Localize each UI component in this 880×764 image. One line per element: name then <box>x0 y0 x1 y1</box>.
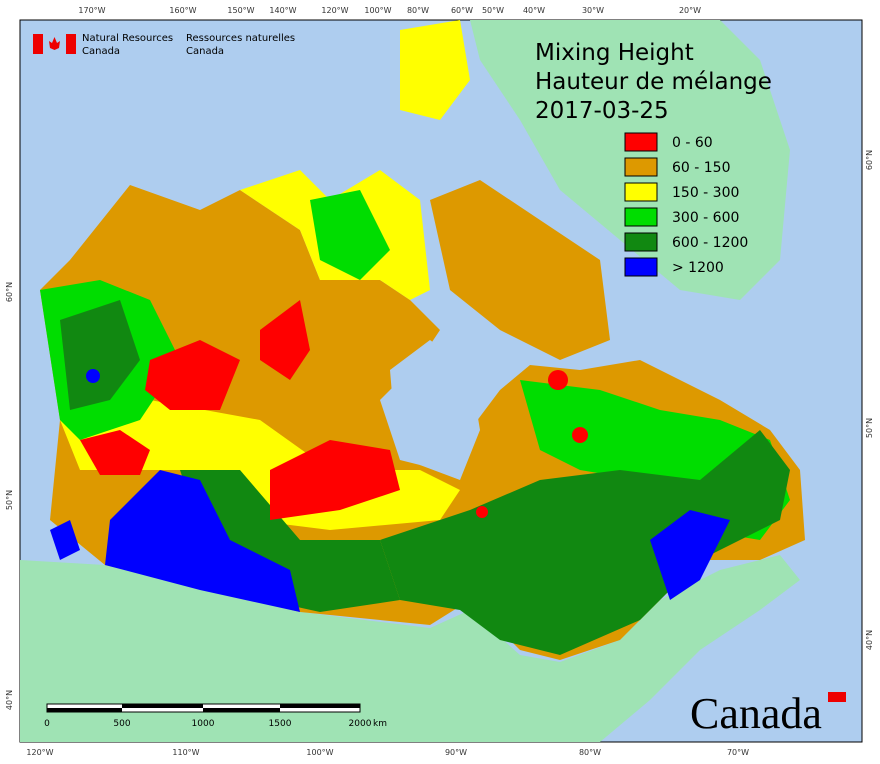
flag-bar <box>33 34 43 54</box>
agency-fr: Canada <box>186 46 224 57</box>
legend-label: 150 - 300 <box>672 185 739 201</box>
graticule-label: 110°W <box>172 748 199 757</box>
scale-segment <box>203 708 280 712</box>
graticule-label: 30°W <box>582 6 604 15</box>
graticule-label: 60°W <box>451 6 473 15</box>
graticule-label: 100°W <box>364 6 391 15</box>
graticule-label: 120°W <box>321 6 348 15</box>
graticule-label: 50°W <box>482 6 504 15</box>
flag-bar <box>66 34 76 54</box>
wordmark-flag <box>828 692 846 702</box>
scale-label: 1500 <box>269 719 292 729</box>
legend-label: 600 - 1200 <box>672 235 748 251</box>
graticule-label: 90°W <box>445 748 467 757</box>
legend-swatch <box>624 232 658 252</box>
graticule-label: 140°W <box>269 6 296 15</box>
graticule-label: 20°W <box>679 6 701 15</box>
agency-header: Natural Resources Canada Ressources natu… <box>33 33 295 57</box>
graticule-label: 80°W <box>579 748 601 757</box>
legend-label: 300 - 600 <box>672 210 739 226</box>
graticule-label: 50°N <box>865 418 874 438</box>
scale-unit: km <box>373 719 387 729</box>
graticule-label: 150°W <box>227 6 254 15</box>
title: Mixing Height <box>535 40 694 66</box>
canada-zones <box>40 20 805 660</box>
scale-segment <box>280 704 360 708</box>
legend-swatch <box>624 182 658 202</box>
graticule-label: 80°W <box>407 6 429 15</box>
graticule-label: 60°N <box>865 150 874 170</box>
graticule-label: 40°N <box>5 690 14 710</box>
graticule-label: 160°W <box>169 6 196 15</box>
legend-swatch <box>624 157 658 177</box>
wordmark: Canada <box>690 689 822 738</box>
legend-swatch <box>624 207 658 227</box>
scale-bar <box>46 703 361 713</box>
graticule-label: 40°W <box>523 6 545 15</box>
scale-segment <box>47 708 122 712</box>
scale-label: 2000 <box>349 719 372 729</box>
graticule-label: 120°W <box>26 748 53 757</box>
graticule-label: 100°W <box>306 748 333 757</box>
legend-label: 0 - 60 <box>672 135 713 151</box>
legend-label: > 1200 <box>672 260 724 276</box>
flag-leaf <box>49 37 60 50</box>
graticule-label: 170°W <box>78 6 105 15</box>
graticule-label: 60°N <box>5 282 14 302</box>
legend-label: 60 - 150 <box>672 160 731 176</box>
scale-label: 500 <box>113 719 130 729</box>
legend-swatch <box>624 257 658 277</box>
graticule-label: 70°W <box>727 748 749 757</box>
scale-segment <box>122 704 203 708</box>
legend-swatch <box>624 132 658 152</box>
graticule-label: 40°N <box>865 630 874 650</box>
scale-label: 1000 <box>192 719 215 729</box>
title: Hauteur de mélange <box>535 69 772 95</box>
scale-label: 0 <box>44 719 50 729</box>
graticule-label: 50°N <box>5 490 14 510</box>
agency-en: Natural Resources <box>82 33 173 44</box>
title-date: 2017-03-25 <box>535 98 669 124</box>
agency-fr: Ressources naturelles <box>186 33 295 44</box>
agency-en: Canada <box>82 46 120 57</box>
